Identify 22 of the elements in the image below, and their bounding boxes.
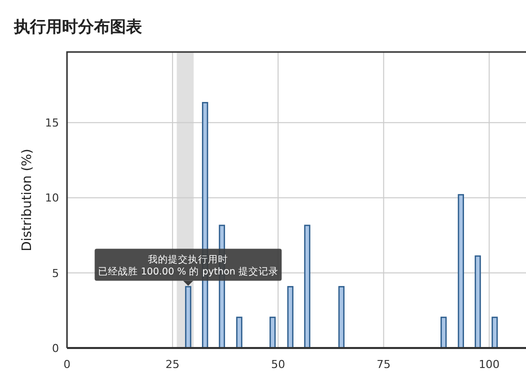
x-tick-label: 100 (478, 358, 500, 371)
chart-title: 执行用时分布图表 (13, 17, 143, 36)
bar (474, 255, 481, 349)
bar (270, 316, 276, 349)
bar (304, 224, 310, 349)
bar (440, 316, 447, 349)
bar (338, 286, 345, 349)
bar (492, 316, 498, 349)
bar (458, 194, 464, 349)
y-tick-label: 10 (45, 192, 59, 205)
y-tick-label: 15 (45, 116, 59, 130)
x-tick-label: 0 (64, 358, 70, 371)
y-axis-title: Distribution (%) (20, 148, 35, 252)
annotation: 已经战胜 100.00 % 的 python 提交记录 (98, 266, 278, 278)
x-tick-label: 75 (376, 358, 391, 371)
x-tick-label: 25 (166, 358, 180, 371)
annotation: 我的提交执行用时 (148, 254, 228, 266)
y-tick-label: 5 (52, 266, 59, 280)
x-tick-label: 50 (271, 358, 286, 371)
y-tick-label: 0 (52, 342, 59, 355)
bar (287, 286, 294, 349)
bar (236, 316, 242, 349)
